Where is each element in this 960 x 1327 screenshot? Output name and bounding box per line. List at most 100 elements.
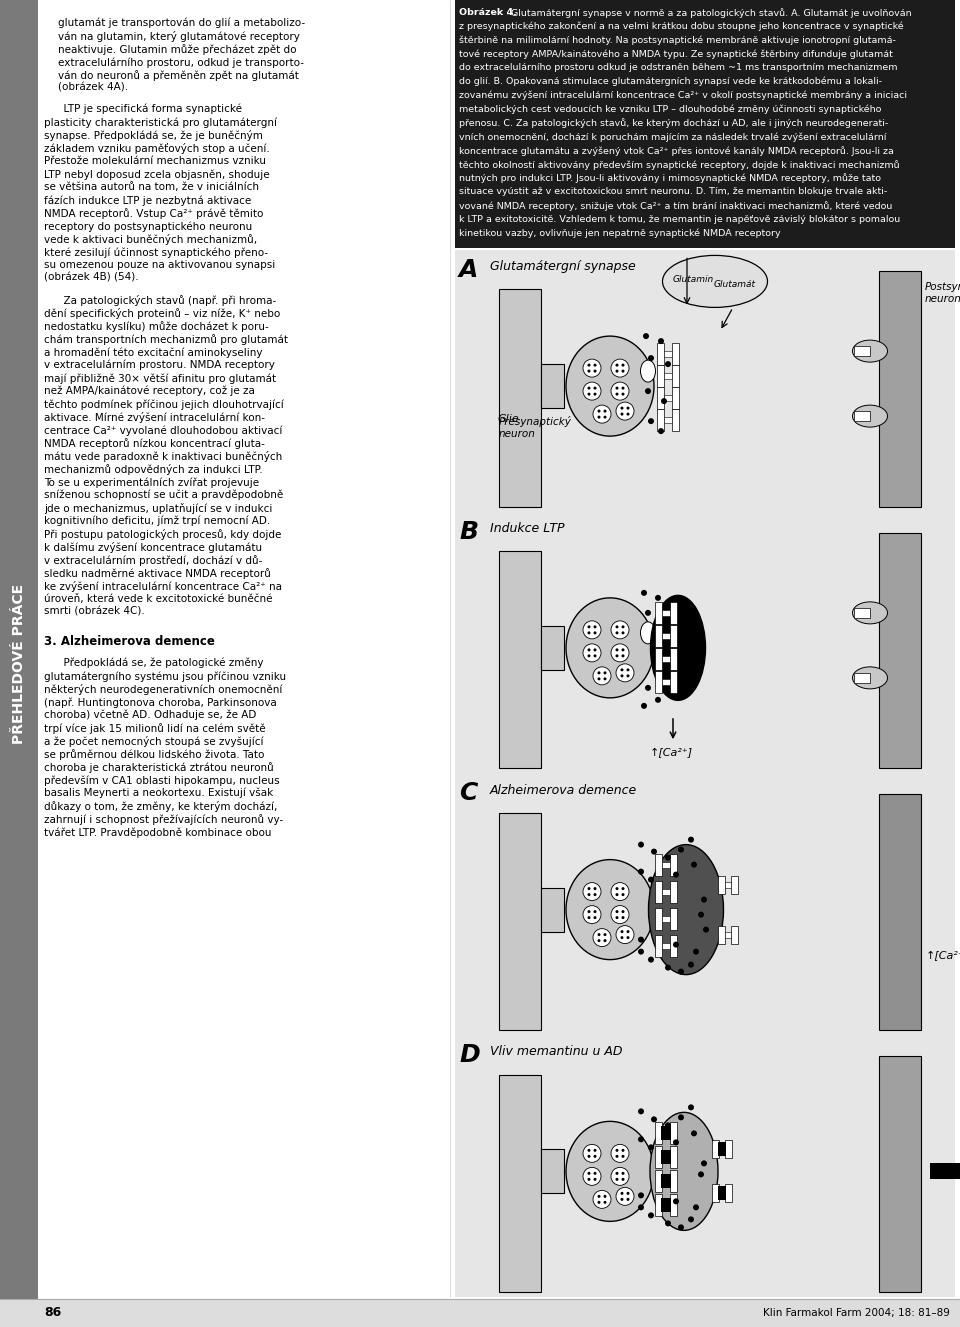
Circle shape (615, 364, 618, 366)
Text: a že počet nemocných stoupá se zvyšující: a že počet nemocných stoupá se zvyšující (44, 736, 263, 747)
Text: metabolických cest vedoucích ke vzniku LTP – dlouhodobé změny účinnosti synaptic: metabolických cest vedoucích ke vzniku L… (459, 105, 881, 114)
Circle shape (597, 1194, 601, 1198)
Circle shape (641, 703, 647, 709)
Circle shape (597, 671, 601, 674)
Bar (655, 1194, 662, 1217)
Bar (670, 908, 677, 930)
Ellipse shape (640, 622, 656, 644)
Text: Obrázek 4.: Obrázek 4. (459, 8, 516, 17)
Circle shape (593, 364, 596, 366)
Circle shape (621, 370, 625, 373)
Circle shape (643, 333, 649, 340)
Circle shape (627, 406, 630, 410)
Ellipse shape (566, 860, 654, 959)
Circle shape (621, 1172, 625, 1174)
Circle shape (665, 855, 671, 861)
Text: než AMPA/kainátové receptory, což je za: než AMPA/kainátové receptory, což je za (44, 386, 254, 397)
Circle shape (693, 949, 699, 954)
Bar (725, 1185, 732, 1202)
Circle shape (621, 910, 625, 913)
Circle shape (593, 405, 611, 423)
Circle shape (583, 1144, 601, 1162)
Text: chám transportních mechanizmů pro glutamát: chám transportních mechanizmů pro glutam… (44, 334, 288, 345)
Bar (655, 1170, 662, 1193)
Bar (662, 942, 670, 949)
Text: ván do neuronů a přeměněn zpět na glutamát: ván do neuronů a přeměněn zpět na glutam… (58, 70, 299, 81)
Circle shape (698, 912, 704, 917)
Circle shape (588, 888, 590, 890)
Circle shape (648, 1144, 654, 1151)
Circle shape (665, 1221, 671, 1226)
Bar (655, 625, 662, 646)
Bar (499, 551, 541, 768)
Bar (541, 1149, 564, 1193)
Text: jde o mechanizmus, uplatňující se v indukci: jde o mechanizmus, uplatňující se v indu… (44, 503, 273, 514)
Text: základem vzniku paměťových stop a učení.: základem vzniku paměťových stop a učení. (44, 143, 270, 154)
Bar (879, 532, 921, 768)
Bar (854, 608, 870, 618)
Circle shape (604, 415, 607, 418)
Text: těchto okolností aktivovány především synaptické receptory, dojde k inaktivaci m: těchto okolností aktivovány především sy… (459, 159, 900, 170)
Circle shape (611, 882, 629, 901)
Circle shape (691, 1131, 697, 1136)
Circle shape (588, 893, 590, 896)
Circle shape (673, 942, 679, 947)
Text: ↑[Ca²⁺]: ↑[Ca²⁺] (649, 747, 692, 758)
Circle shape (593, 888, 596, 890)
Circle shape (615, 632, 618, 634)
Circle shape (621, 916, 625, 920)
Circle shape (611, 644, 629, 662)
Circle shape (604, 671, 607, 674)
Circle shape (615, 1172, 618, 1174)
Circle shape (588, 910, 590, 913)
Circle shape (673, 872, 679, 877)
Bar (879, 795, 921, 1030)
Bar (854, 411, 870, 421)
Circle shape (588, 1149, 590, 1152)
Text: zahrnují i schopnost přežívajících neuronů vy-: zahrnují i schopnost přežívajících neuro… (44, 813, 283, 825)
Text: neaktivuje. Glutamin může přecházet zpět do: neaktivuje. Glutamin může přecházet zpět… (58, 44, 297, 54)
Text: PŘEHLEDOVÉ PRÁCE: PŘEHLEDOVÉ PRÁCE (12, 584, 26, 743)
Text: trpí více jak 15 milionů lidí na celém světě: trpí více jak 15 milionů lidí na celém s… (44, 723, 266, 734)
Circle shape (620, 1192, 623, 1194)
Text: Alzheimerova demence: Alzheimerova demence (490, 783, 637, 796)
Bar (672, 344, 679, 365)
Bar (670, 1123, 677, 1144)
Text: vede k aktivaci buněčných mechanizmů,: vede k aktivaci buněčných mechanizmů, (44, 234, 257, 245)
Bar (664, 373, 672, 380)
Text: úroveň, která vede k excitotoxické buněčné: úroveň, která vede k excitotoxické buněč… (44, 594, 273, 604)
Text: LTP je specifická forma synaptické: LTP je specifická forma synaptické (44, 104, 242, 114)
Text: sledku nadměrné aktivace NMDA receptorů: sledku nadměrné aktivace NMDA receptorů (44, 568, 271, 579)
Circle shape (621, 893, 625, 896)
Bar (662, 1131, 670, 1136)
Bar (670, 1147, 677, 1168)
Ellipse shape (662, 255, 767, 308)
Circle shape (597, 940, 601, 942)
Text: kognitivního deficitu, jímž trpí nemocní AD.: kognitivního deficitu, jímž trpí nemocní… (44, 516, 271, 527)
Bar (718, 1186, 726, 1201)
Circle shape (615, 625, 618, 629)
Ellipse shape (651, 596, 706, 701)
Circle shape (593, 370, 596, 373)
Bar (670, 934, 677, 957)
Bar (664, 352, 672, 357)
Text: především v CA1 oblasti hipokampu, nucleus: především v CA1 oblasti hipokampu, nucle… (44, 775, 279, 786)
Circle shape (620, 669, 623, 671)
Circle shape (620, 930, 623, 933)
Text: 3. Alzheimerova demence: 3. Alzheimerova demence (44, 636, 215, 648)
Bar (541, 626, 564, 670)
Bar (725, 932, 731, 938)
Bar (879, 271, 921, 507)
Text: To se u experimentálních zvířat projevuje: To se u experimentálních zvířat projevuj… (44, 476, 259, 487)
Ellipse shape (852, 667, 887, 689)
Circle shape (620, 674, 623, 677)
Circle shape (627, 1198, 630, 1201)
Bar (0, 0, 38, 1327)
Text: Při postupu patologických procesů, kdy dojde: Při postupu patologických procesů, kdy d… (44, 529, 281, 540)
Circle shape (621, 654, 625, 657)
Circle shape (648, 957, 654, 962)
Text: Předpokládá se, že patologické změny: Předpokládá se, že patologické změny (44, 658, 263, 669)
Circle shape (648, 1213, 654, 1218)
Text: Za patologických stavů (např. při hroma-: Za patologických stavů (např. při hroma- (44, 295, 276, 307)
Circle shape (645, 685, 651, 691)
